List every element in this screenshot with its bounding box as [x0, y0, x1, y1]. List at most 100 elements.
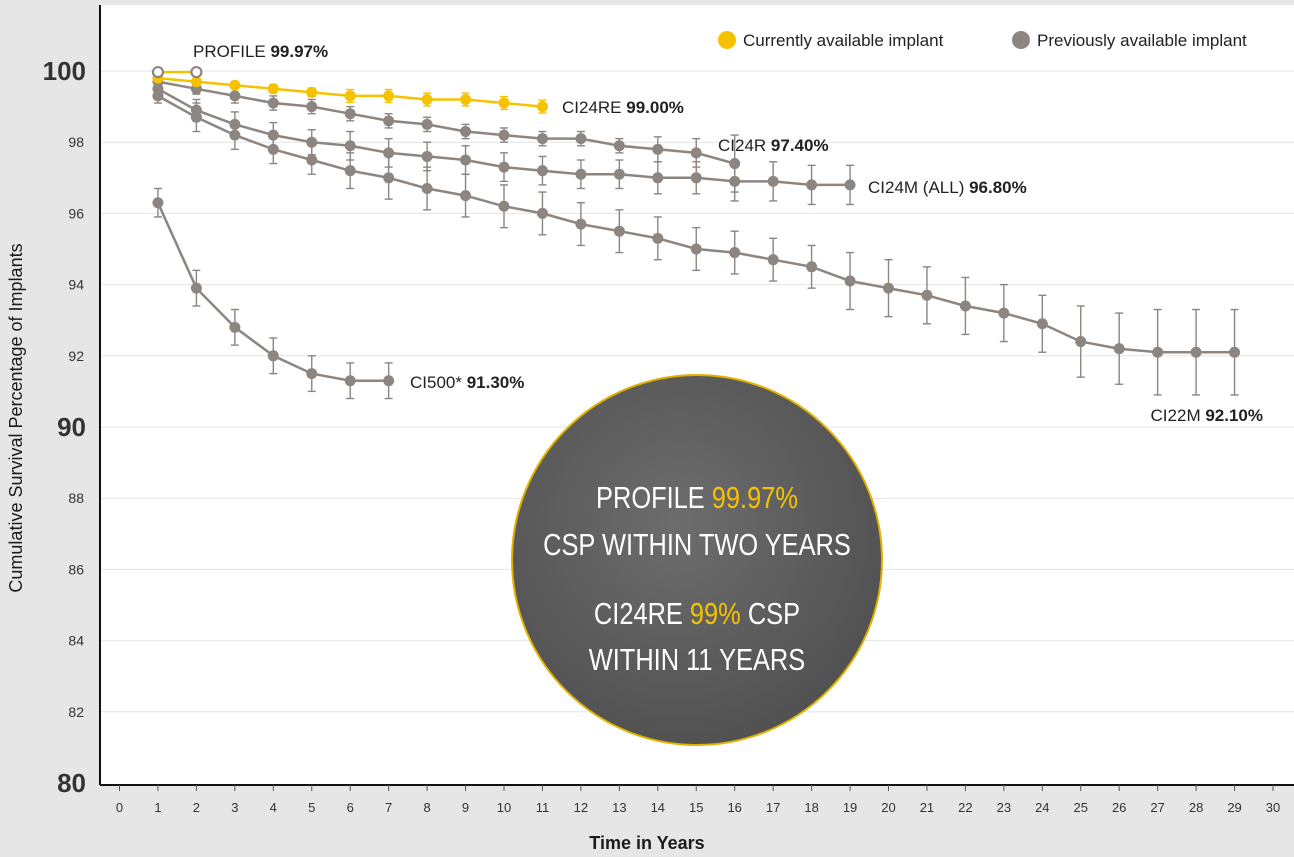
data-point [306, 136, 318, 148]
series-label-name: PROFILE [193, 42, 270, 61]
data-point [229, 79, 241, 91]
y-tick-label-minor: 96 [68, 205, 84, 221]
data-point [344, 90, 356, 102]
badge-line-1-part: PROFILE [596, 481, 705, 516]
data-point [729, 247, 741, 259]
data-point [806, 261, 818, 273]
data-point [498, 97, 510, 109]
x-tick-label: 29 [1227, 800, 1241, 815]
x-tick-label: 11 [536, 800, 550, 815]
y-tick-label-minor: 94 [68, 277, 84, 293]
x-tick-label: 3 [231, 800, 238, 815]
series-label-ci24m: CI24M (ALL) 96.80% [868, 178, 1027, 197]
series-label-name: CI500* [410, 373, 467, 392]
x-tick-label: 9 [462, 800, 469, 815]
data-point [421, 93, 433, 105]
y-tick-label-major: 90 [57, 412, 86, 442]
data-point [652, 232, 664, 244]
data-point [344, 165, 356, 177]
data-point [383, 375, 395, 387]
data-point [1152, 346, 1164, 358]
data-point [806, 179, 818, 191]
series-ci22m [152, 88, 1241, 396]
x-tick-label: 17 [766, 800, 780, 815]
x-tick-label: 13 [612, 800, 626, 815]
data-point [421, 150, 433, 162]
data-point [536, 101, 548, 113]
x-tick-label: 30 [1266, 800, 1280, 815]
series-label-name: CI22M [1151, 406, 1206, 425]
series-label-value: 92.10% [1205, 406, 1263, 425]
data-point [998, 307, 1010, 319]
series-label-name: CI24R [718, 136, 771, 155]
badge-line-2: CSP WITHIN TWO YEARS [543, 528, 851, 563]
axes [99, 5, 1294, 786]
data-point [1113, 343, 1125, 355]
y-tick-label-minor: 84 [68, 633, 84, 649]
data-point [267, 143, 279, 155]
x-tick-label: 0 [116, 800, 123, 815]
data-point [1075, 336, 1087, 348]
data-point [575, 218, 587, 230]
data-point [460, 190, 472, 202]
data-point [767, 175, 779, 187]
data-point [421, 182, 433, 194]
y-tick-label-major: 100 [43, 56, 86, 86]
data-point [536, 165, 548, 177]
series-profile [151, 65, 203, 79]
data-point [190, 282, 202, 294]
data-point [229, 90, 241, 102]
data-point [344, 375, 356, 387]
badge-circle [511, 374, 883, 746]
badge-line-3-part: CI24RE [594, 597, 683, 632]
series-label-value: 99.00% [626, 98, 684, 117]
data-point [151, 65, 165, 79]
series-label-ci24re: CI24RE 99.00% [562, 98, 684, 117]
data-point [229, 118, 241, 130]
data-point [267, 129, 279, 141]
x-tick-label: 10 [497, 800, 511, 815]
data-point [344, 108, 356, 120]
y-tick-label-minor: 82 [68, 704, 84, 720]
data-point [1229, 346, 1241, 358]
badge-line-4-part: WITHIN 11 YEARS [589, 643, 805, 678]
series-labels: PROFILE 99.97%CI24RE 99.00%CI24R 97.40%C… [193, 42, 1263, 425]
x-tick-label: 7 [385, 800, 392, 815]
data-point [383, 115, 395, 127]
badge-line-3-part: CSP [741, 597, 800, 632]
series-label-value: 96.80% [969, 178, 1027, 197]
legend-marker [1012, 31, 1030, 49]
data-point [229, 321, 241, 333]
series-label-profile: PROFILE 99.97% [193, 42, 328, 61]
series-label-ci500: CI500* 91.30% [410, 373, 524, 392]
x-tick-label: 14 [651, 800, 665, 815]
x-tick-label: 2 [193, 800, 200, 815]
data-point [690, 172, 702, 184]
data-point [959, 300, 971, 312]
badge-line-1: PROFILE 99.97% [596, 481, 798, 516]
data-point [575, 133, 587, 145]
data-point [460, 154, 472, 166]
data-point [652, 143, 664, 155]
x-tick-label: 21 [920, 800, 934, 815]
legend-marker [718, 31, 736, 49]
badge-line-1-part: 99.97% [705, 481, 798, 516]
x-tick-label: 1 [154, 800, 161, 815]
y-tick-label-minor: 86 [68, 561, 84, 577]
series-label-value: 91.30% [467, 373, 525, 392]
data-point [690, 147, 702, 159]
legend: Currently available implant Previously av… [718, 31, 1247, 50]
x-axis-title: Time in Years [589, 833, 704, 853]
x-tick-label: 12 [574, 800, 588, 815]
series-ci24re [152, 72, 548, 114]
data-point [383, 172, 395, 184]
data-point [536, 207, 548, 219]
x-tick-label: 15 [689, 800, 703, 815]
data-point [575, 168, 587, 180]
badge-line-4: WITHIN 11 YEARS [589, 643, 805, 678]
x-tick-label: 6 [347, 800, 354, 815]
data-point [267, 350, 279, 362]
x-tick-label: 25 [1074, 800, 1088, 815]
data-point [306, 368, 318, 380]
